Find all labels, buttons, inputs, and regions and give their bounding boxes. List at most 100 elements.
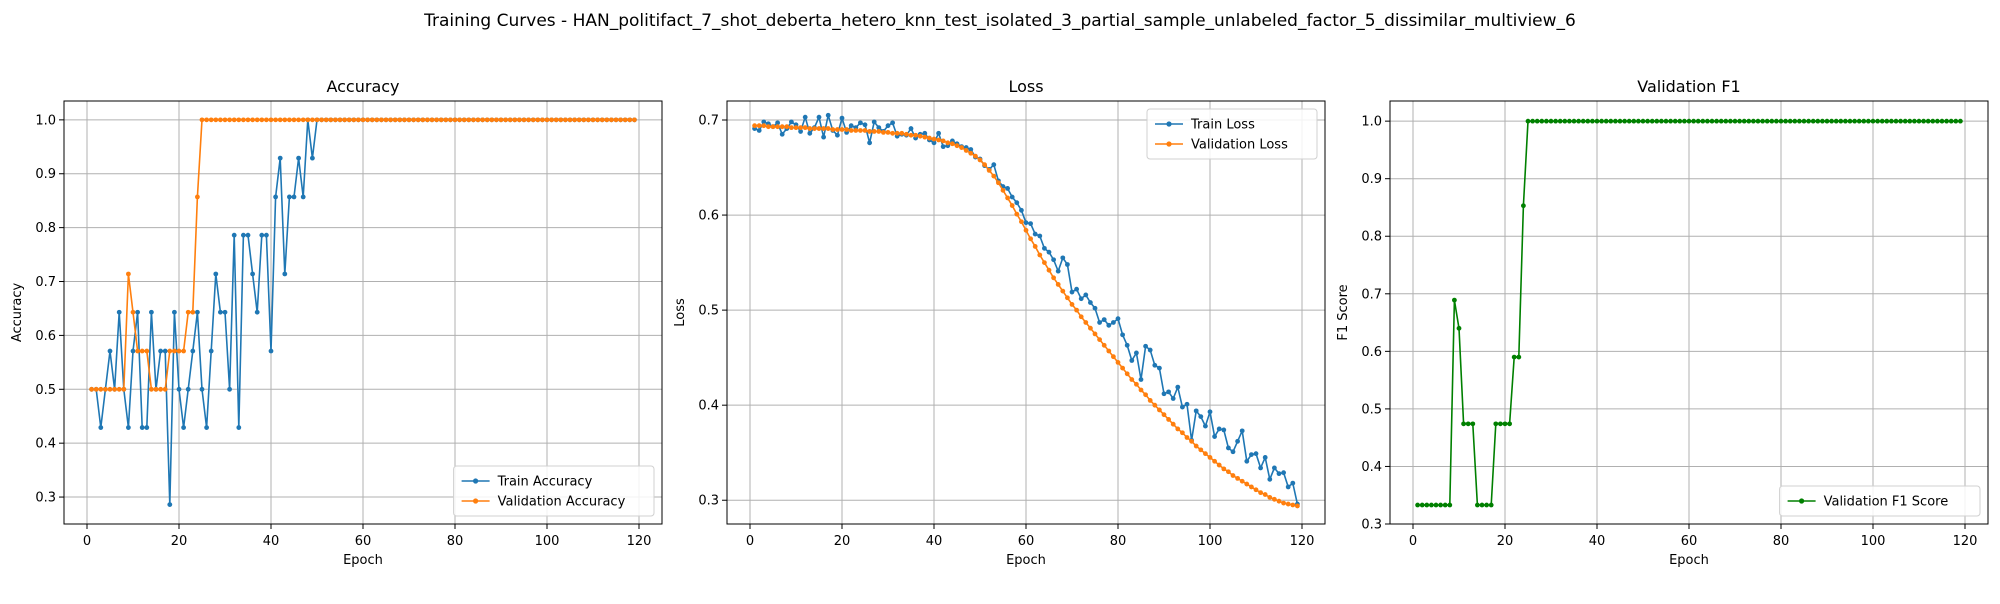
- data-point: [195, 194, 200, 200]
- data-point: [89, 386, 94, 392]
- data-point: [379, 117, 384, 123]
- data-point: [1856, 118, 1862, 124]
- data-point: [1014, 211, 1020, 217]
- data-point: [940, 138, 946, 144]
- data-point: [996, 180, 1001, 186]
- data-point: [1709, 118, 1715, 124]
- data-point: [1557, 118, 1563, 124]
- data-point: [135, 348, 141, 354]
- data-point: [282, 117, 288, 123]
- data-point: [1907, 118, 1913, 124]
- data-point: [1902, 118, 1908, 124]
- panels: 0 20 40 60 80 100 120 0.3 0.4 0.5 0.6 0.7 0.8 0.9 1.0 A…: [10, 77, 1989, 568]
- data-point: [1290, 480, 1296, 486]
- data-point: [1921, 118, 1926, 124]
- data-point: [1180, 430, 1185, 436]
- data-point: [397, 117, 403, 123]
- x-tick-label: 100: [1861, 534, 1886, 549]
- data-point: [885, 129, 891, 135]
- data-point: [816, 126, 822, 131]
- data-point: [1078, 296, 1084, 302]
- data-point: [540, 117, 545, 123]
- data-point: [835, 132, 840, 138]
- data-point: [775, 120, 780, 126]
- x-tick-label: 20: [171, 534, 188, 549]
- data-point: [1820, 118, 1825, 124]
- data-point: [268, 348, 274, 354]
- data-point: [1262, 455, 1268, 460]
- data-point: [1239, 478, 1245, 484]
- data-point: [1249, 452, 1254, 458]
- data-point: [867, 129, 872, 134]
- data-point: [922, 134, 928, 140]
- data-point: [287, 117, 292, 123]
- legend-label: Validation Loss: [1191, 138, 1288, 153]
- panel-title: Accuracy: [326, 77, 399, 96]
- data-point: [461, 117, 467, 123]
- data-point: [107, 348, 113, 354]
- data-point: [1083, 320, 1089, 325]
- data-point: [471, 117, 476, 123]
- data-point: [1594, 118, 1600, 124]
- data-point: [1870, 118, 1876, 124]
- data-point: [622, 117, 628, 123]
- data-point: [392, 117, 398, 123]
- data-point: [1433, 502, 1439, 508]
- data-point: [1838, 118, 1844, 124]
- data-point: [752, 123, 757, 129]
- data-point: [1083, 292, 1089, 298]
- data-point: [1152, 402, 1158, 408]
- data-point: [176, 386, 182, 392]
- data-point: [784, 124, 790, 130]
- data-point: [1737, 118, 1742, 124]
- data-point: [1879, 118, 1885, 124]
- data-point: [586, 117, 591, 123]
- data-point: [927, 135, 932, 141]
- data-point: [1806, 118, 1811, 124]
- data-point: [1276, 498, 1282, 504]
- data-point: [1797, 118, 1802, 124]
- y-tick-label: 1.0: [1361, 115, 1382, 130]
- data-point: [116, 386, 122, 392]
- data-point: [415, 117, 421, 123]
- data-point: [425, 117, 430, 123]
- legend-label: Validation Accuracy: [498, 495, 626, 510]
- y-tick-label: 0.6: [1361, 345, 1382, 360]
- data-point: [549, 117, 554, 123]
- data-point: [264, 117, 269, 123]
- legend-label: Validation F1 Score: [1824, 495, 1949, 510]
- data-point: [1143, 392, 1148, 398]
- data-point: [1695, 118, 1701, 124]
- data-point: [185, 386, 191, 392]
- data-point: [1009, 194, 1015, 200]
- data-point: [314, 117, 320, 123]
- data-point: [1069, 289, 1075, 295]
- y-tick-label: 1.0: [35, 113, 56, 128]
- data-point: [1267, 494, 1273, 500]
- data-point: [1221, 466, 1227, 472]
- y-tick-label: 0.3: [35, 491, 56, 506]
- figure-title: Training Curves - HAN_politifact_7_shot_…: [423, 11, 1576, 31]
- x-tick-label: 100: [535, 534, 560, 549]
- data-point: [254, 117, 260, 123]
- data-point: [1028, 221, 1033, 227]
- data-point: [1101, 317, 1107, 323]
- y-axis-label: Accuracy: [10, 283, 25, 343]
- data-point: [1442, 502, 1448, 508]
- data-point: [144, 425, 150, 430]
- data-point: [609, 117, 614, 123]
- data-point: [1019, 219, 1024, 225]
- data-point: [1456, 325, 1462, 331]
- data-point: [835, 127, 840, 132]
- data-point: [936, 130, 941, 136]
- data-point: [1244, 458, 1250, 464]
- data-point: [1723, 118, 1729, 124]
- data-point: [1935, 118, 1940, 124]
- data-point: [770, 124, 776, 130]
- y-tick-label: 0.4: [698, 399, 719, 414]
- data-point: [1774, 118, 1779, 124]
- data-point: [816, 114, 822, 120]
- data-point: [135, 309, 141, 315]
- data-point: [1276, 471, 1282, 477]
- data-point: [360, 117, 366, 123]
